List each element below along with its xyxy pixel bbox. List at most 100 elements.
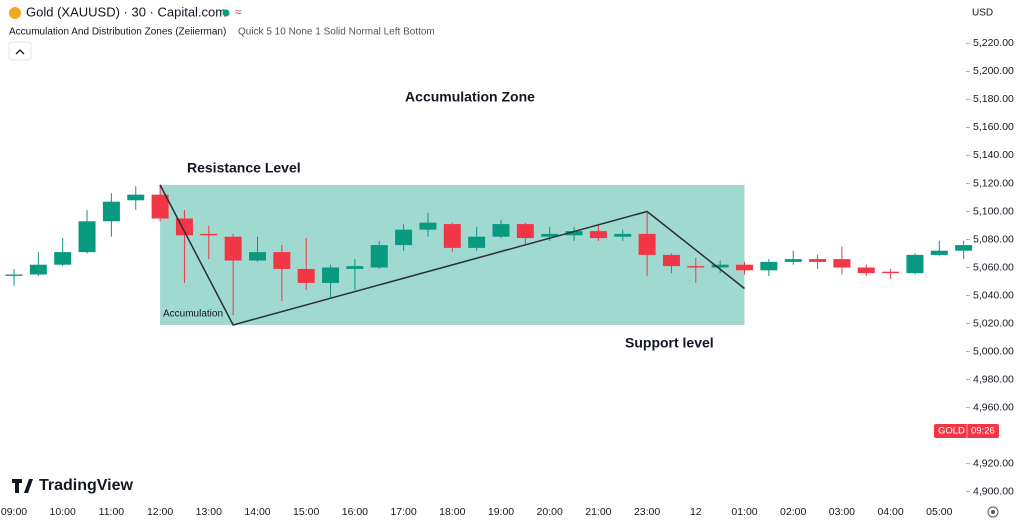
logo-icon	[12, 479, 33, 493]
x-tick-label: 12	[690, 506, 702, 518]
annotation: Support level	[625, 335, 714, 351]
candle-body	[614, 233, 632, 237]
x-tick-label: 18:00	[439, 506, 465, 518]
y-tick-label: 5,060.00	[973, 261, 1014, 273]
candle-body	[711, 264, 729, 268]
candle-body	[102, 201, 120, 222]
candle-body	[541, 233, 559, 237]
candle-body	[443, 224, 461, 248]
x-tick-label: 12:00	[147, 506, 173, 518]
candle-body	[662, 254, 680, 267]
plot: 4,900.00 4,920.00 4,960.00 4,980.00 5,000.00…	[1, 37, 1014, 518]
status-dot	[222, 9, 230, 17]
annotation: Resistance Level	[187, 160, 301, 176]
x-tick-label: 03:00	[829, 506, 855, 518]
x-tick-label: 01:00	[731, 506, 757, 518]
x-tick-label: 15:00	[293, 506, 319, 518]
candle-body	[78, 221, 96, 253]
y-tick-label: 5,100.00	[973, 205, 1014, 217]
x-tick-label: 10:00	[50, 506, 76, 518]
settings-button[interactable]	[987, 506, 999, 518]
candle-body	[760, 261, 778, 271]
candle-body	[906, 254, 924, 274]
candle-body	[249, 252, 266, 261]
candle-body	[955, 245, 973, 251]
candle-body	[833, 259, 851, 268]
candle-body	[809, 259, 827, 262]
candle-body	[882, 271, 900, 274]
collapse-button[interactable]	[8, 41, 32, 61]
candle-body	[468, 236, 486, 248]
x-tick-label: 21:00	[585, 506, 611, 518]
candle-body	[516, 224, 534, 239]
y-tick-label: 5,220.00	[973, 37, 1014, 49]
y-tick-label: 5,160.00	[973, 121, 1014, 133]
settings-icon	[991, 510, 995, 514]
candle-body	[589, 231, 607, 239]
logo-text: TradingView	[39, 477, 134, 494]
candle-body	[127, 194, 145, 201]
price-tag: GOLD 09:26	[934, 424, 999, 438]
candle-body	[930, 250, 948, 255]
x-tick-label: 19:00	[488, 506, 514, 518]
y-tick-label: 5,200.00	[973, 65, 1014, 77]
candle-body	[151, 194, 169, 219]
symbol-title: Gold (XAUUSD) · 30 · Capital.com	[26, 4, 226, 19]
x-tick-label: 02:00	[780, 506, 806, 518]
y-tick-label: 5,180.00	[973, 93, 1014, 105]
x-tick-label: 11:00	[99, 506, 125, 518]
candle-body	[346, 266, 364, 269]
x-tick-label: 09:00	[1, 506, 27, 518]
price-tag-symbol: GOLD	[938, 426, 965, 437]
x-tick-label: 20:00	[537, 506, 563, 518]
candle-body	[5, 274, 23, 276]
y-tick-label: 4,900.00	[973, 485, 1014, 497]
candle-body	[638, 233, 656, 255]
y-tick-label: 5,140.00	[973, 149, 1014, 161]
trend-line	[159, 184, 745, 326]
candle-body	[565, 231, 583, 236]
x-tick-label: 14:00	[244, 506, 270, 518]
y-tick-label: 5,040.00	[973, 289, 1014, 301]
symbol-icon	[9, 7, 21, 19]
candle-body	[224, 236, 242, 261]
candle-body	[54, 252, 72, 265]
y-tick-label: 4,920.00	[973, 457, 1014, 469]
annotation: Accumulation	[163, 309, 223, 320]
candle-body	[322, 267, 340, 283]
y-tick-label: 5,000.00	[973, 345, 1014, 357]
annotation: Accumulation Zone	[405, 89, 535, 105]
currency[interactable]: USD	[972, 8, 993, 19]
candle-body	[687, 266, 705, 268]
candle-body	[419, 222, 437, 230]
candle-body	[29, 264, 47, 275]
x-tick-label: 13:00	[196, 506, 222, 518]
candle-body	[395, 229, 413, 246]
candle-body	[857, 267, 875, 274]
candle-body	[784, 259, 802, 262]
candle-body	[736, 264, 753, 271]
status-icon: ≈	[235, 5, 242, 19]
y-tick-label: 4,960.00	[973, 401, 1014, 413]
x-tick-label: 23:00	[634, 506, 660, 518]
candle-body	[492, 224, 510, 237]
x-tick-label: 04:00	[877, 506, 903, 518]
header: Gold (XAUUSD) · 30 · Capital.com ≈ Accum…	[8, 4, 993, 61]
candle-body	[297, 268, 315, 283]
y-tick-label: 5,080.00	[973, 233, 1014, 245]
candle-body	[200, 233, 218, 236]
logo: TradingView	[12, 477, 134, 494]
x-tick-label: 16:00	[342, 506, 368, 518]
candle-body	[370, 245, 388, 268]
zone	[160, 184, 745, 325]
candle-body	[273, 252, 291, 269]
y-tick-label: 4,980.00	[973, 373, 1014, 385]
indicator-name: Accumulation And Distribution Zones (Zei…	[9, 27, 226, 38]
y-tick-label: 5,020.00	[973, 317, 1014, 329]
collapse-icon	[15, 49, 25, 55]
x-tick-label: 17:00	[390, 506, 416, 518]
x-tick-label: 05:00	[926, 506, 952, 518]
price-tag-countdown: 09:26	[971, 426, 995, 437]
y-tick-label: 5,120.00	[973, 177, 1014, 189]
